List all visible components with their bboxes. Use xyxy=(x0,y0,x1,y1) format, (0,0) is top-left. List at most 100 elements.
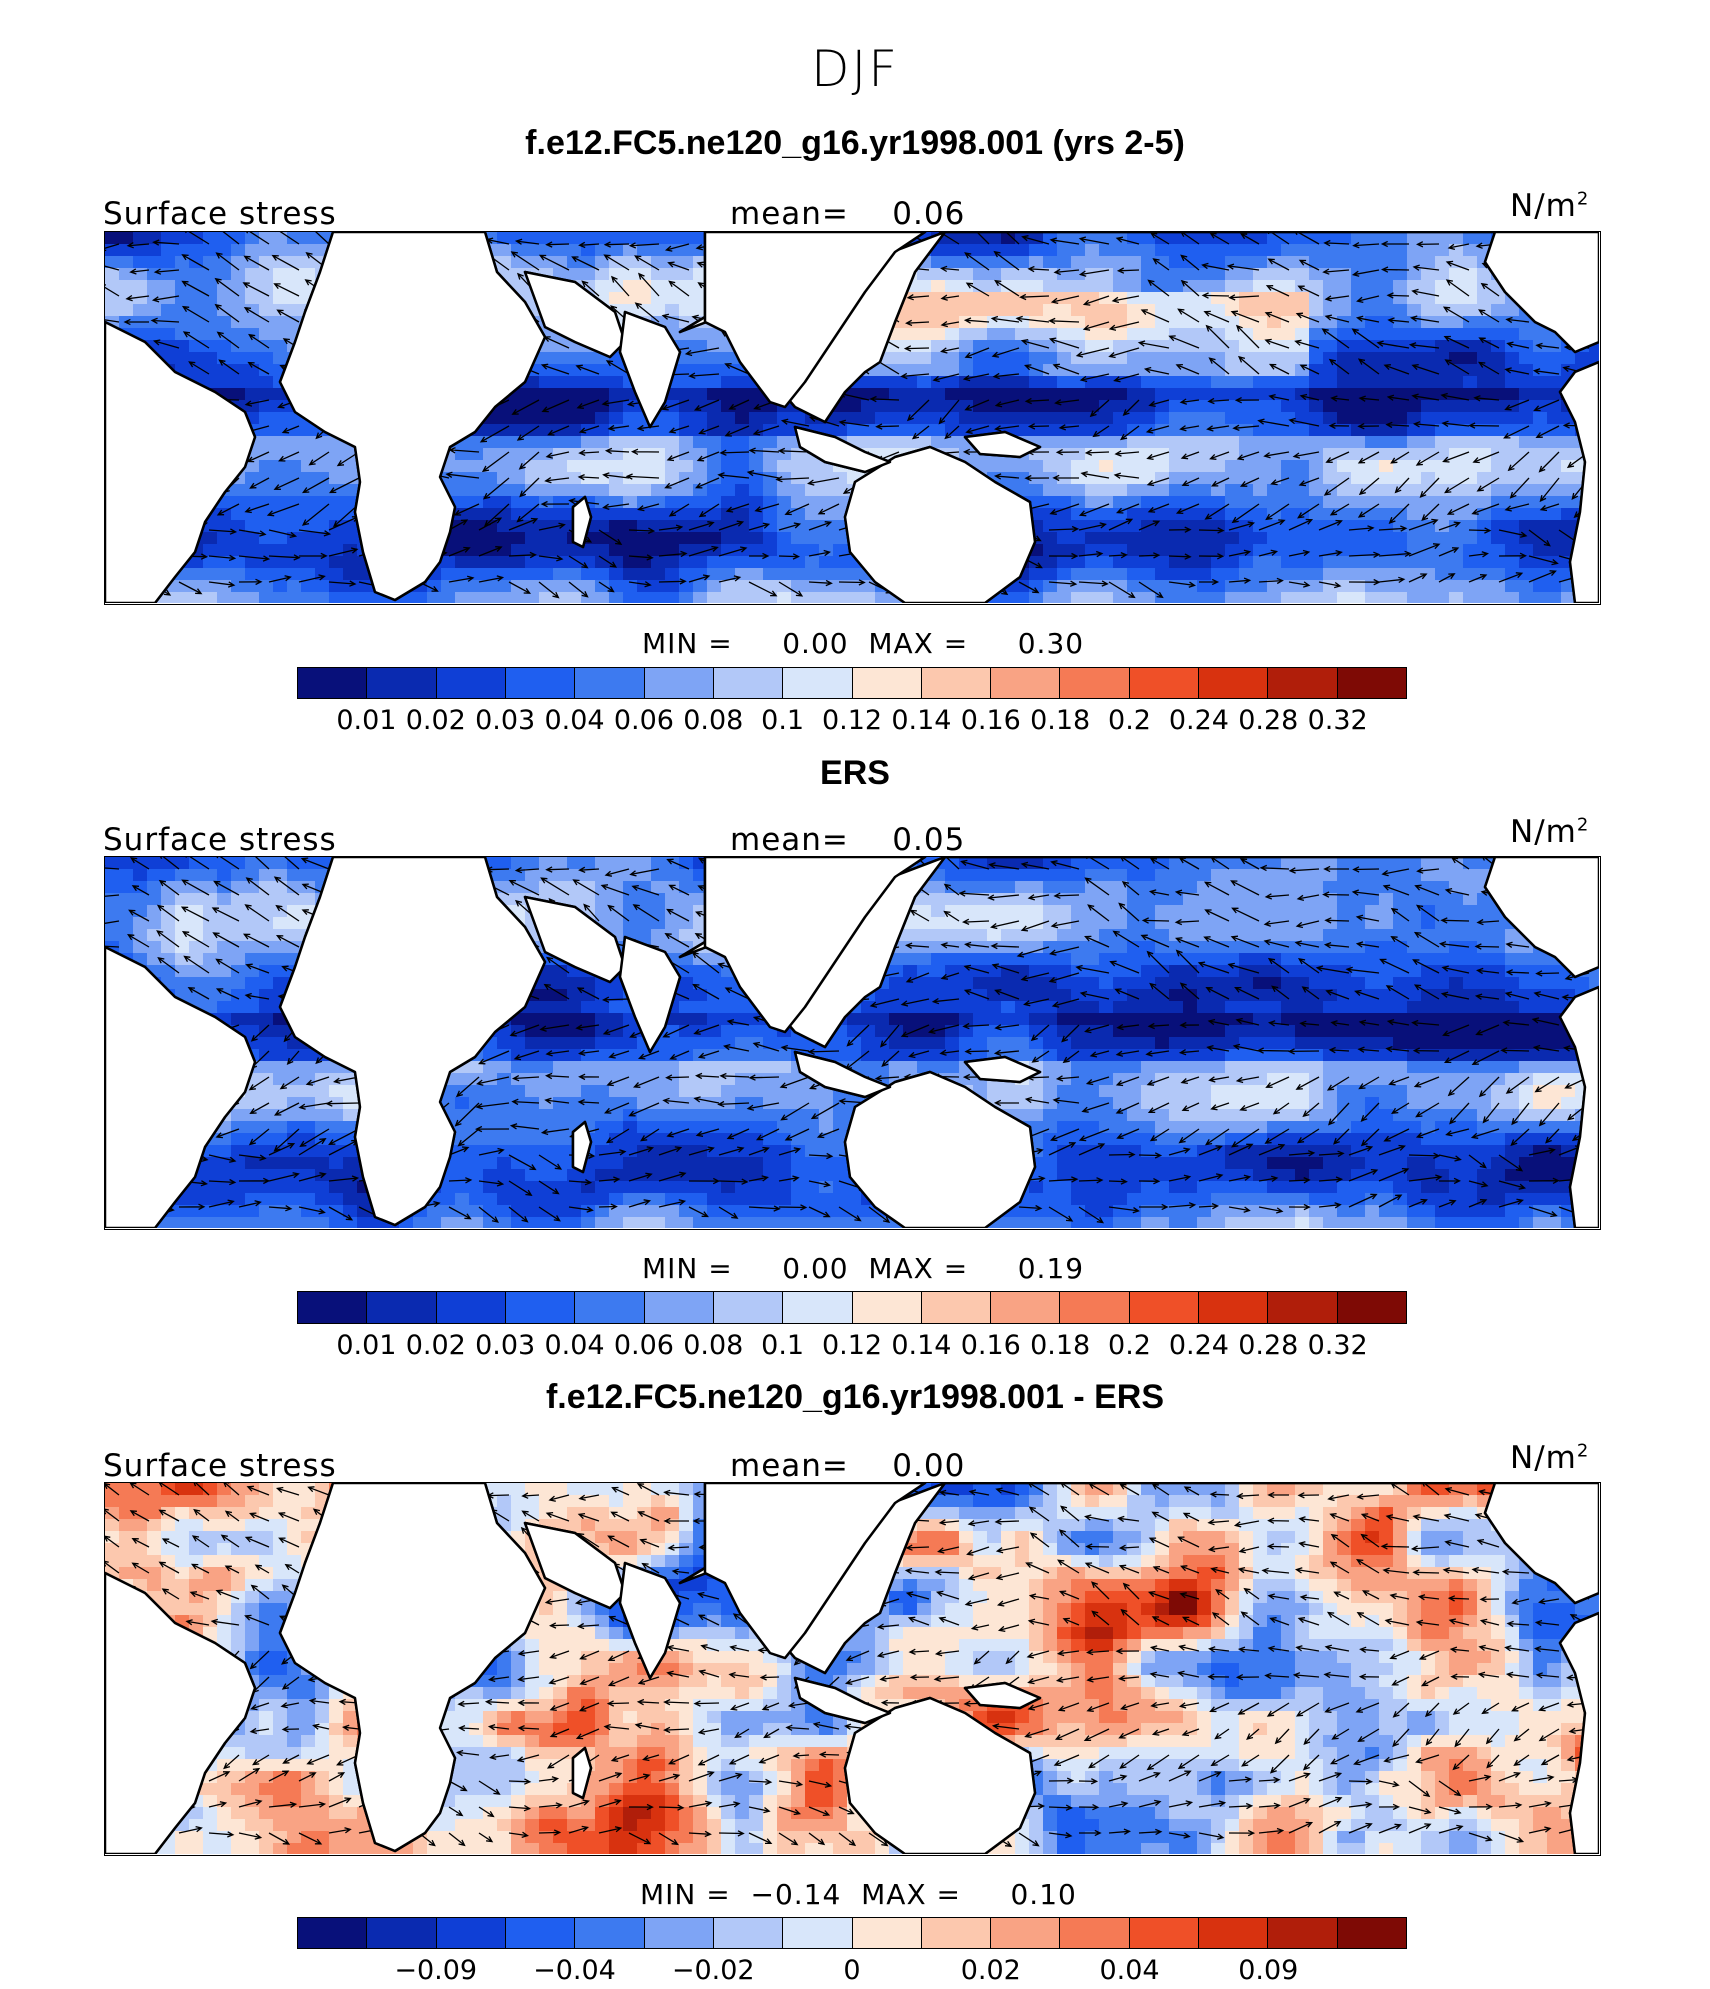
colorbar-swatch xyxy=(575,668,645,698)
coastline-samerica xyxy=(105,945,257,1228)
panel-1-units: N/m2 xyxy=(1510,188,1590,224)
colorbar-swatch xyxy=(436,1292,506,1323)
coastline-indonesia xyxy=(793,1050,892,1099)
colorbar-tick-label: 0.08 xyxy=(683,705,744,736)
colorbar-swatch xyxy=(852,1292,922,1323)
colorbar-swatch xyxy=(852,1918,922,1948)
colorbar-tick-label: 0.04 xyxy=(544,1330,605,1361)
colorbar-tick-label: 0.01 xyxy=(336,705,397,736)
colorbar-swatch xyxy=(367,1918,437,1948)
panel-1-map xyxy=(104,231,1601,605)
panel-3-units: N/m2 xyxy=(1510,1440,1590,1476)
coastline-namerica xyxy=(1483,857,1599,979)
colorbar-swatch xyxy=(1129,1918,1200,1948)
coastline-camerica xyxy=(1558,360,1599,603)
colorbar-swatch xyxy=(644,668,714,698)
coastline-indonesia xyxy=(793,1676,892,1725)
colorbar-swatch xyxy=(436,668,506,698)
panel-2-units: N/m2 xyxy=(1510,814,1590,850)
colorbar-swatch xyxy=(1129,668,1200,698)
colorbar-swatch xyxy=(644,1918,714,1948)
colorbar-tick-label: 0.02 xyxy=(405,1330,466,1361)
colorbar-swatch xyxy=(575,1292,645,1323)
coastline-madagascar xyxy=(571,1746,593,1800)
panel-1-colorbar xyxy=(297,667,1407,699)
panel-2-min-max: MIN = 0.00 MAX = 0.19 xyxy=(642,1252,1085,1285)
colorbar-tick-label: 0.24 xyxy=(1168,705,1229,736)
coastline-newguinea xyxy=(963,1055,1042,1084)
coastline-africa xyxy=(278,232,547,602)
colorbar-swatch xyxy=(713,1918,784,1948)
colorbar-tick-label: 0.14 xyxy=(891,1330,952,1361)
colorbar-swatch xyxy=(1199,1292,1269,1323)
panel-3-colorbar-ticks: −0.09 −0.04 −0.02 0 0.02 0.04 0.09 xyxy=(297,1955,1407,1989)
colorbar-tick-label: 0.12 xyxy=(821,705,883,736)
colorbar-tick-label: 0.28 xyxy=(1238,705,1299,736)
colorbar-tick-label: 0.32 xyxy=(1307,705,1368,736)
panel-3-min-max: MIN = −0.14 MAX = 0.10 xyxy=(640,1878,1077,1911)
colorbar-swatch xyxy=(367,1292,437,1323)
colorbar-swatch xyxy=(783,1918,853,1948)
coastline-samerica xyxy=(105,320,257,603)
panel-3-title: f.e12.FC5.ne120_g16.yr1998.001 - ERS xyxy=(545,1378,1165,1416)
panel-1-title: f.e12.FC5.ne120_g16.yr1998.001 (yrs 2-5) xyxy=(525,124,1185,162)
colorbar-swatch xyxy=(1129,1292,1200,1323)
coastline-madagascar xyxy=(571,495,593,549)
colorbar-swatch xyxy=(298,1292,368,1323)
colorbar-swatch xyxy=(1337,1292,1406,1323)
colorbar-swatch xyxy=(1060,668,1130,698)
colorbar-tick-label: 0.16 xyxy=(960,1330,1021,1361)
colorbar-swatch xyxy=(505,668,576,698)
panel-2-map xyxy=(104,856,1601,1230)
colorbar-tick-label: 0.28 xyxy=(1238,1330,1299,1361)
colorbar-tick-label: 0.06 xyxy=(613,705,674,736)
coastline-africa xyxy=(278,857,547,1227)
coastline-newguinea xyxy=(963,430,1042,459)
colorbar-tick-label: 0.18 xyxy=(1030,705,1091,736)
coastline-arabia xyxy=(523,895,627,984)
coastline-arabia xyxy=(523,1521,627,1610)
colorbar-tick-label: 0.14 xyxy=(891,705,952,736)
coastline-africa xyxy=(278,1483,547,1853)
panel-2-title: ERS xyxy=(820,754,890,792)
panel-1-mean: mean= 0.06 xyxy=(730,196,966,232)
colorbar-swatch xyxy=(991,1918,1061,1948)
colorbar-tick-label: −0.02 xyxy=(671,1955,755,1986)
colorbar-tick-label: 0.02 xyxy=(405,705,466,736)
colorbar-tick-label: 0.06 xyxy=(613,1330,674,1361)
stress-vectors xyxy=(105,232,1599,599)
coastline-namerica xyxy=(1483,1483,1599,1605)
colorbar-swatch xyxy=(505,1292,576,1323)
panel-3-variable-label: Surface stress xyxy=(103,1448,337,1484)
coastline-camerica xyxy=(1558,1611,1599,1854)
colorbar-swatch xyxy=(991,668,1061,698)
colorbar-swatch xyxy=(921,1292,992,1323)
coastline-india xyxy=(618,310,682,429)
colorbar-swatch xyxy=(298,1918,368,1948)
coastline-namerica xyxy=(1483,232,1599,354)
colorbar-tick-label: 0.04 xyxy=(544,705,605,736)
colorbar-tick-label: 0.18 xyxy=(1030,1330,1091,1361)
coastline-indonesia xyxy=(793,425,892,474)
colorbar-swatch xyxy=(1060,1918,1130,1948)
colorbar-tick-label: 0.24 xyxy=(1168,1330,1229,1361)
panel-3-mean: mean= 0.00 xyxy=(730,1448,966,1484)
coastline-newguinea xyxy=(963,1681,1042,1710)
colorbar-tick-label: 0.03 xyxy=(475,705,536,736)
colorbar-swatch xyxy=(1268,1292,1338,1323)
colorbar-tick-label: 0.32 xyxy=(1307,1330,1368,1361)
colorbar-swatch xyxy=(921,1918,992,1948)
colorbar-swatch xyxy=(991,1292,1061,1323)
colorbar-tick-label: 0.02 xyxy=(960,1955,1021,1986)
colorbar-swatch xyxy=(783,1292,853,1323)
colorbar-tick-label: 0.01 xyxy=(336,1330,397,1361)
coastline-seasia xyxy=(703,857,927,1034)
colorbar-tick-label: 0.2 xyxy=(1108,1330,1151,1361)
panel-2-mean: mean= 0.05 xyxy=(730,822,966,858)
colorbar-swatch xyxy=(298,668,368,698)
coastline-samerica xyxy=(105,1571,257,1854)
panel-2-variable-label: Surface stress xyxy=(103,822,337,858)
panel-1-variable-label: Surface stress xyxy=(103,196,337,232)
colorbar-tick-label: 0.1 xyxy=(761,1330,805,1361)
colorbar-swatch xyxy=(1060,1292,1130,1323)
